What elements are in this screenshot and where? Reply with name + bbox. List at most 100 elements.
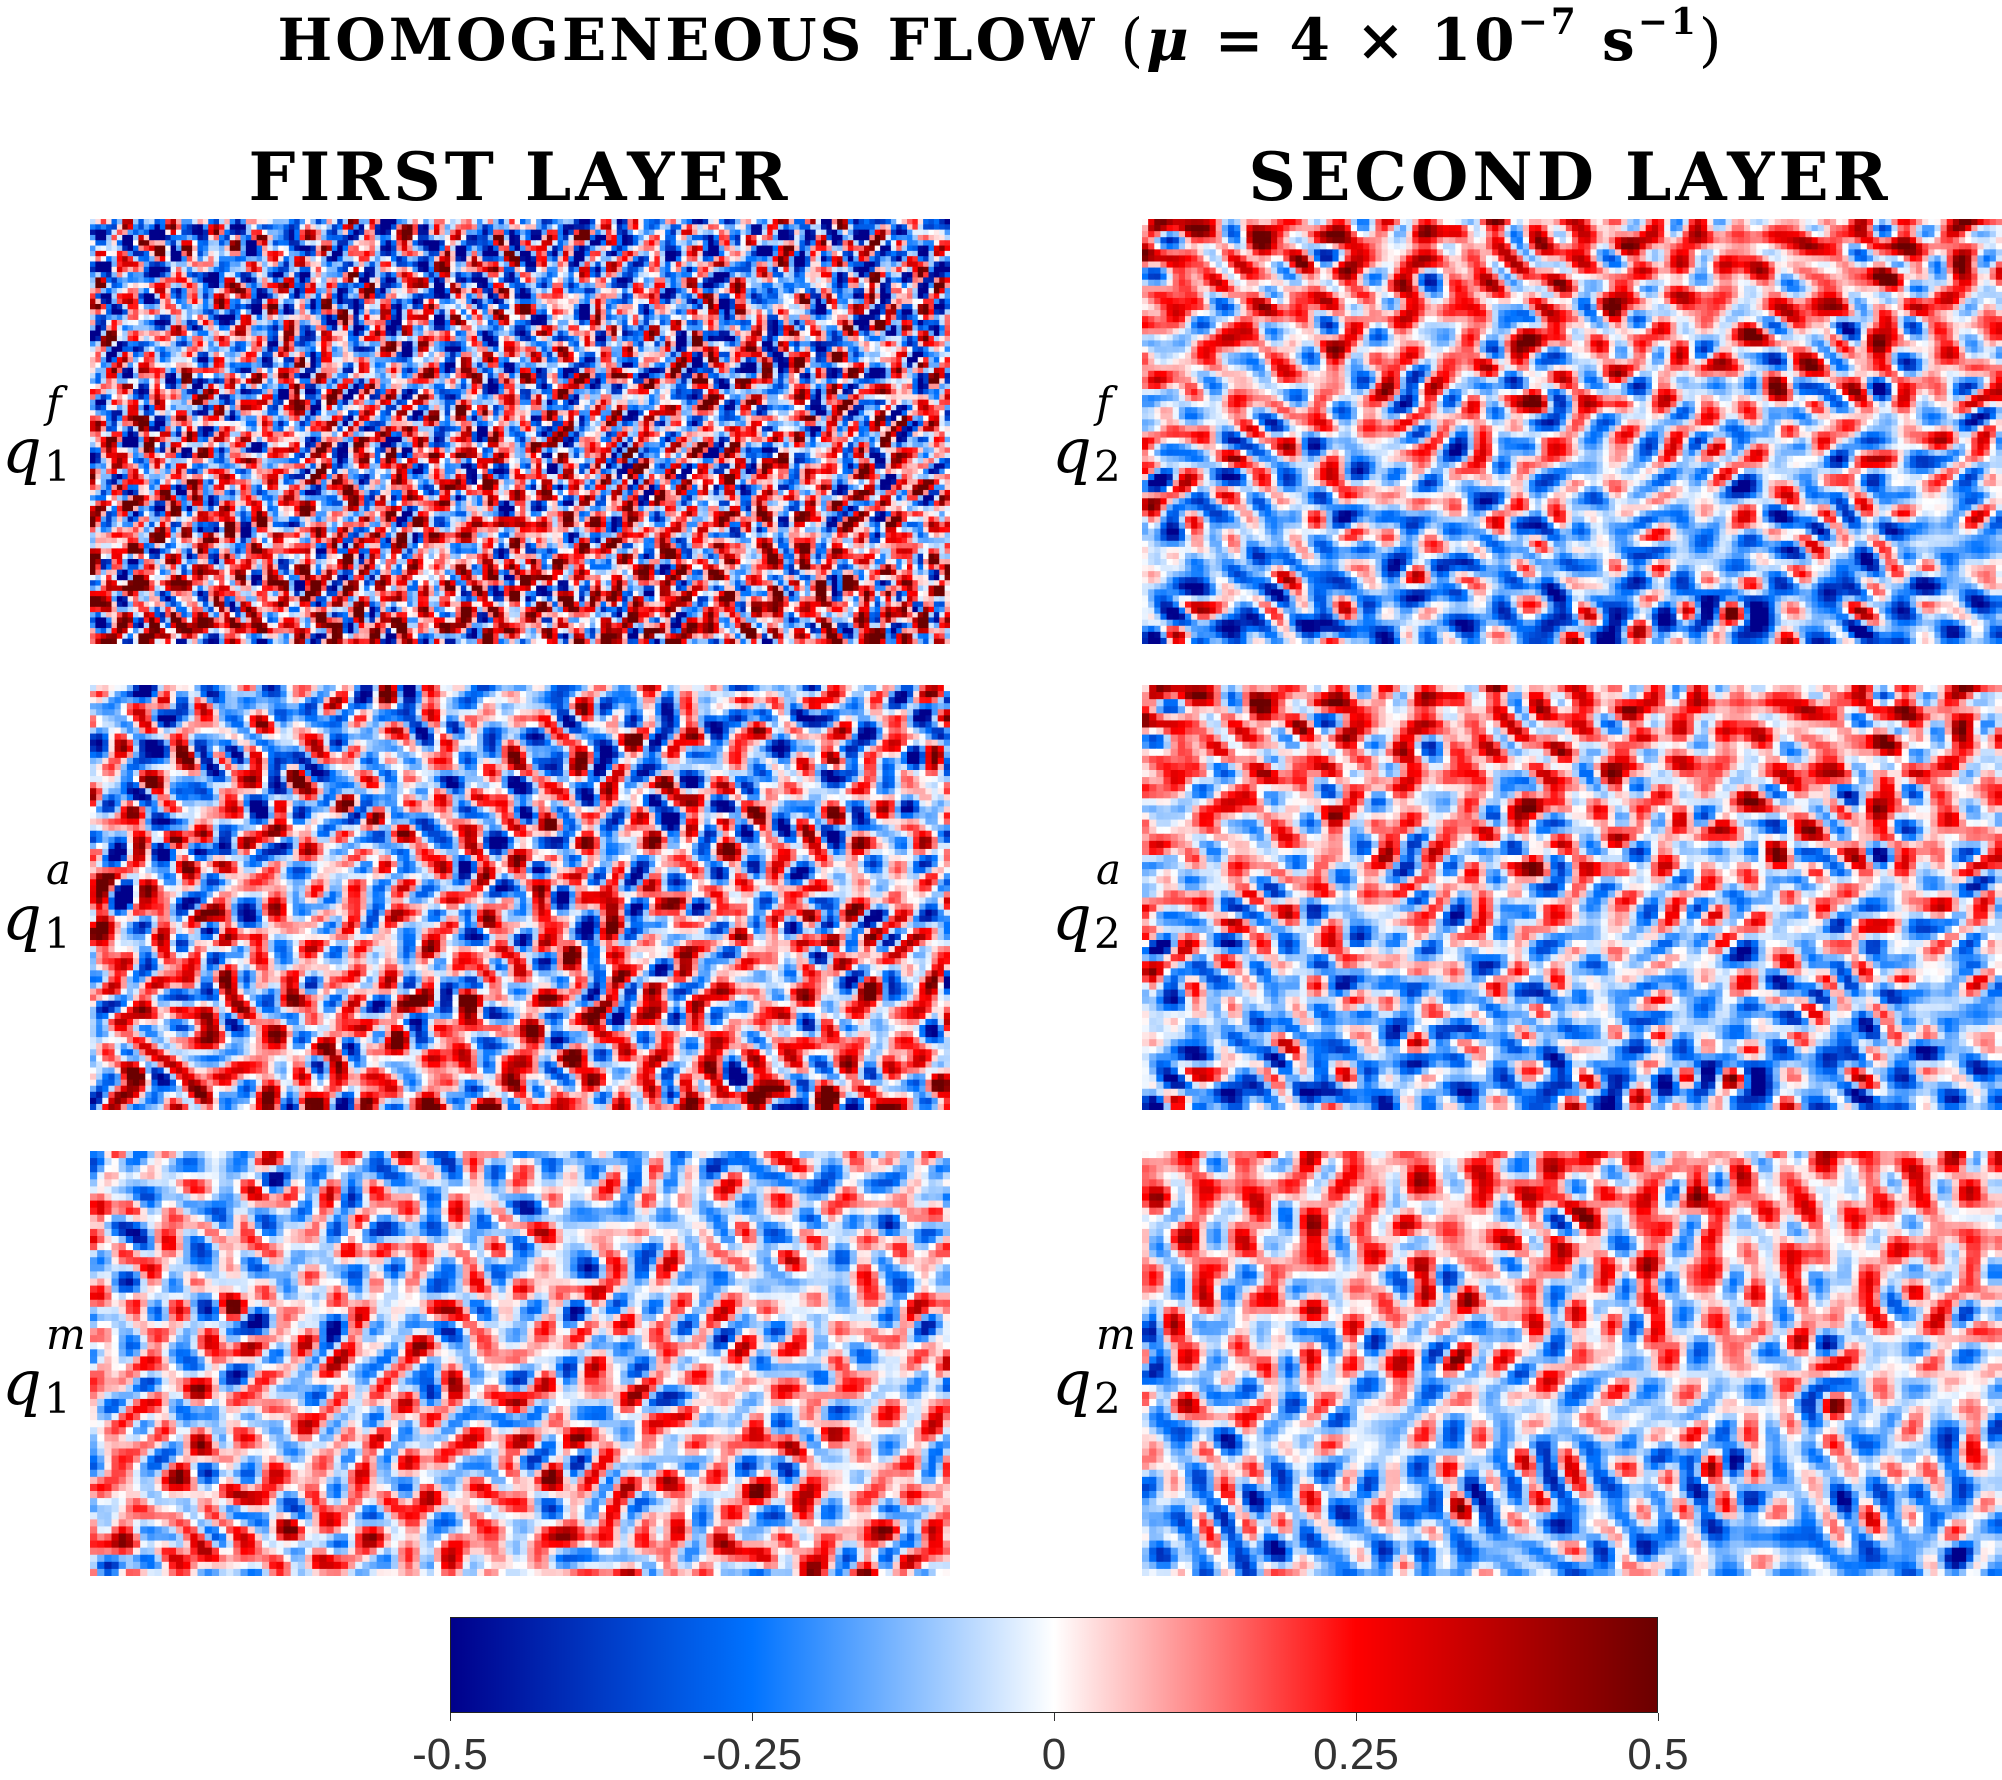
heatmap-cell: [186, 335, 193, 342]
heatmap-cell: [847, 298, 854, 305]
heatmap-cell: [530, 272, 537, 279]
heatmap-cell: [627, 373, 634, 379]
heatmap-cell: [536, 250, 543, 257]
heatmap-cell: [412, 362, 419, 369]
heatmap-cell: [708, 314, 715, 321]
heatmap-cell: [111, 341, 118, 348]
heatmap-cell: [455, 351, 462, 358]
heatmap-cell: [718, 240, 725, 247]
heatmap-cell: [434, 304, 440, 310]
heatmap-cell: [767, 245, 774, 252]
heatmap-cell: [369, 335, 376, 342]
heatmap-cell: [579, 277, 586, 284]
heatmap-cell: [718, 304, 725, 310]
heatmap-cell: [815, 282, 822, 289]
heatmap-cell: [799, 229, 806, 236]
heatmap-cell: [235, 314, 242, 321]
heatmap-cell: [262, 367, 268, 374]
heatmap-cell: [632, 234, 639, 241]
heatmap-cell: [557, 362, 564, 369]
heatmap-cell: [100, 367, 107, 374]
heatmap-cell: [288, 298, 295, 305]
heatmap-cell: [541, 234, 548, 241]
heatmap-cell: [794, 293, 801, 300]
heatmap-cell: [713, 362, 720, 369]
heatmap-cell: [154, 229, 161, 236]
heatmap-cell: [654, 373, 661, 379]
heatmap-cell: [530, 250, 537, 257]
heatmap-cell: [611, 282, 618, 289]
heatmap-cell: [444, 298, 451, 305]
heatmap-cell: [649, 325, 655, 332]
heatmap-cell: [326, 277, 333, 284]
heatmap-cell: [708, 219, 715, 225]
heatmap-cell: [675, 229, 682, 236]
heatmap-cell: [310, 378, 317, 385]
heatmap-cell: [503, 325, 510, 332]
heatmap-cell: [514, 367, 521, 374]
heatmap-cell: [821, 282, 827, 289]
heatmap-cell: [149, 357, 156, 364]
heatmap-cell: [503, 298, 510, 305]
heatmap-cell: [772, 234, 779, 241]
heatmap-cell: [557, 319, 564, 326]
heatmap-cell: [498, 282, 505, 289]
heatmap-cell: [520, 330, 526, 337]
heatmap-cell: [821, 277, 827, 284]
heatmap-cell: [686, 330, 693, 337]
heatmap-cell: [482, 309, 489, 316]
heatmap-cell: [767, 293, 774, 300]
heatmap-cell: [444, 293, 451, 300]
heatmap-cell: [783, 314, 790, 321]
heatmap-cell: [471, 357, 478, 364]
heatmap-cell: [477, 304, 483, 310]
heatmap-cell: [853, 256, 860, 263]
heatmap-cell: [831, 245, 838, 252]
heatmap-cell: [632, 256, 639, 263]
heatmap-cell: [530, 219, 537, 225]
heatmap-cell: [487, 373, 494, 379]
heatmap-cell: [503, 378, 510, 385]
heatmap-cell: [391, 378, 397, 385]
heatmap-cell: [498, 378, 505, 385]
heatmap-cell: [95, 367, 102, 374]
heatmap-cell: [192, 335, 199, 342]
heatmap-cell: [385, 298, 392, 305]
heatmap-cell: [315, 245, 322, 252]
heatmap-cell: [229, 240, 236, 247]
heatmap-cell: [412, 261, 419, 268]
heatmap-cell: [460, 378, 467, 385]
heatmap-cell: [890, 304, 897, 310]
heatmap-cell: [374, 373, 381, 379]
heatmap-cell: [692, 282, 698, 289]
heatmap-cell: [428, 240, 435, 247]
heatmap-cell: [675, 314, 682, 321]
heatmap-cell: [251, 219, 258, 225]
heatmap-cell: [315, 362, 322, 369]
heatmap-cell: [283, 330, 290, 337]
heatmap-cell: [100, 314, 107, 321]
heatmap-cell: [724, 309, 731, 316]
heatmap-cell: [907, 229, 913, 236]
heatmap-cell: [477, 362, 483, 369]
heatmap-cell: [622, 357, 629, 364]
heatmap-cell: [939, 341, 946, 348]
heatmap-cell: [482, 288, 489, 294]
heatmap-cell: [181, 261, 188, 268]
heatmap-cell: [751, 325, 758, 332]
heatmap-cell: [288, 325, 295, 332]
heatmap-cell: [315, 234, 322, 241]
heatmap-cell: [477, 266, 483, 273]
heatmap-cell: [837, 282, 844, 289]
heatmap-cell: [364, 266, 371, 273]
heatmap-cell: [331, 250, 338, 257]
heatmap-cell: [681, 272, 688, 279]
heatmap-cell: [321, 346, 328, 353]
heatmap-cell: [192, 288, 199, 294]
heatmap-cell: [272, 378, 279, 385]
heatmap-cell: [794, 362, 801, 369]
heatmap-cell: [272, 261, 279, 268]
heatmap-cell: [364, 325, 371, 332]
heatmap-cell: [509, 335, 516, 342]
heatmap-cell: [627, 346, 634, 353]
